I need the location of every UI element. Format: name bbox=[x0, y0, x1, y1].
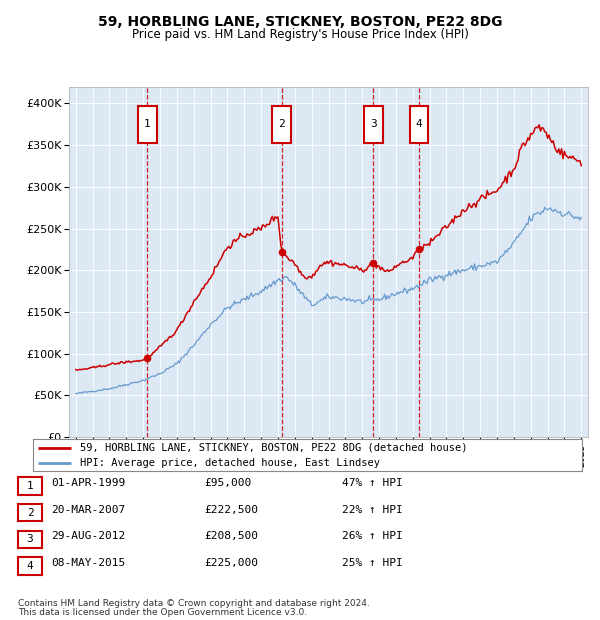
Text: 29-AUG-2012: 29-AUG-2012 bbox=[51, 531, 125, 541]
Text: 2: 2 bbox=[26, 508, 34, 518]
Text: 1: 1 bbox=[26, 481, 34, 491]
Text: 2: 2 bbox=[278, 119, 285, 130]
Text: 1: 1 bbox=[144, 119, 151, 130]
FancyBboxPatch shape bbox=[138, 106, 157, 143]
Text: Price paid vs. HM Land Registry's House Price Index (HPI): Price paid vs. HM Land Registry's House … bbox=[131, 28, 469, 41]
Text: 3: 3 bbox=[26, 534, 34, 544]
Text: 4: 4 bbox=[26, 561, 34, 571]
Text: 22% ↑ HPI: 22% ↑ HPI bbox=[342, 505, 403, 515]
Text: 26% ↑ HPI: 26% ↑ HPI bbox=[342, 531, 403, 541]
Text: 59, HORBLING LANE, STICKNEY, BOSTON, PE22 8DG (detached house): 59, HORBLING LANE, STICKNEY, BOSTON, PE2… bbox=[80, 443, 467, 453]
Text: 3: 3 bbox=[370, 119, 377, 130]
Text: Contains HM Land Registry data © Crown copyright and database right 2024.: Contains HM Land Registry data © Crown c… bbox=[18, 598, 370, 608]
Text: 20-MAR-2007: 20-MAR-2007 bbox=[51, 505, 125, 515]
Text: 59, HORBLING LANE, STICKNEY, BOSTON, PE22 8DG: 59, HORBLING LANE, STICKNEY, BOSTON, PE2… bbox=[98, 16, 502, 30]
FancyBboxPatch shape bbox=[364, 106, 383, 143]
Text: This data is licensed under the Open Government Licence v3.0.: This data is licensed under the Open Gov… bbox=[18, 608, 307, 617]
Text: £225,000: £225,000 bbox=[204, 558, 258, 568]
Text: 4: 4 bbox=[415, 119, 422, 130]
FancyBboxPatch shape bbox=[410, 106, 428, 143]
FancyBboxPatch shape bbox=[272, 106, 291, 143]
Text: HPI: Average price, detached house, East Lindsey: HPI: Average price, detached house, East… bbox=[80, 458, 380, 468]
Text: £222,500: £222,500 bbox=[204, 505, 258, 515]
Text: £208,500: £208,500 bbox=[204, 531, 258, 541]
Text: 47% ↑ HPI: 47% ↑ HPI bbox=[342, 478, 403, 488]
Text: 08-MAY-2015: 08-MAY-2015 bbox=[51, 558, 125, 568]
Text: 25% ↑ HPI: 25% ↑ HPI bbox=[342, 558, 403, 568]
Text: 01-APR-1999: 01-APR-1999 bbox=[51, 478, 125, 488]
Text: £95,000: £95,000 bbox=[204, 478, 251, 488]
